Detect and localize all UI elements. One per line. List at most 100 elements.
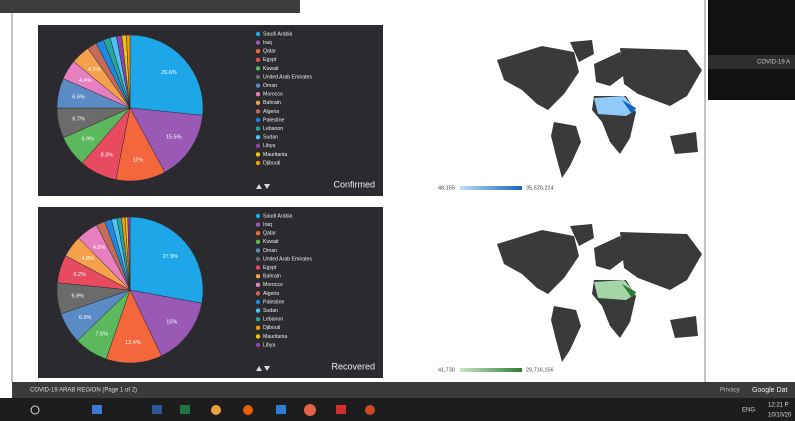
legend-marker <box>256 231 260 235</box>
legend-label: Egypt <box>263 57 277 63</box>
legend-label: United Arab Emirates <box>263 256 312 262</box>
data-label: 4.8% <box>93 245 106 251</box>
legend-label: Palestine <box>263 299 284 305</box>
clock-time[interactable]: 12:21 P <box>768 403 789 409</box>
data-label: 12.4% <box>125 340 141 346</box>
data-label: 15.5% <box>166 135 182 141</box>
app-icon[interactable] <box>180 405 190 414</box>
legend-label: Libya <box>263 342 276 348</box>
legend-marker <box>256 118 260 122</box>
legend-marker <box>256 58 260 62</box>
legend-label: Djibouti <box>263 325 280 331</box>
map-legend-max: 35,520,224 <box>526 185 554 191</box>
data-label: 26.6% <box>161 70 177 76</box>
app-icon[interactable] <box>304 404 316 416</box>
brand: Google Dat <box>752 387 787 394</box>
legend-marker <box>256 161 260 165</box>
legend-marker <box>256 75 260 79</box>
map-legend-max: 29,716,156 <box>526 367 554 373</box>
data-label: 6.9% <box>79 315 92 321</box>
legend-marker <box>256 49 260 53</box>
legend-marker <box>256 257 260 261</box>
map-legend-min: 41,730 <box>438 367 455 373</box>
app-icon[interactable] <box>243 405 253 415</box>
language[interactable]: ENG <box>742 408 755 414</box>
app-icon[interactable] <box>211 405 221 415</box>
legend-label: Djibouti <box>263 160 280 166</box>
legend-label: Saudi Arabia <box>263 31 293 37</box>
legend-marker <box>256 326 260 330</box>
legend-label: Kuwait <box>263 239 279 245</box>
legend-marker <box>256 92 260 96</box>
legend-marker <box>256 126 260 130</box>
app-icon[interactable] <box>92 405 102 414</box>
legend-marker <box>256 135 260 139</box>
legend-label: Oman <box>263 83 277 89</box>
legend-marker <box>256 308 260 312</box>
legend-label: Morocco <box>263 282 283 288</box>
legend-marker <box>256 83 260 87</box>
app-icon[interactable] <box>365 405 375 415</box>
app-icon[interactable] <box>152 405 162 414</box>
legend-label: Iraq <box>263 222 272 228</box>
legend-label: Qatar <box>263 231 276 237</box>
chart-title: Recovered <box>331 361 375 371</box>
data-label: 11% <box>133 157 144 163</box>
legend-marker <box>256 66 260 70</box>
legend-label: Algeria <box>263 109 279 115</box>
data-label: 4.8% <box>82 256 95 262</box>
legend-marker <box>256 152 260 156</box>
side-window <box>708 0 795 100</box>
chart-title: Confirmed <box>333 179 375 189</box>
legend-marker <box>256 144 260 148</box>
legend-label: United Arab Emirates <box>263 74 312 80</box>
legend-marker <box>256 109 260 113</box>
data-label: 6.7% <box>72 116 85 122</box>
legend-marker <box>256 214 260 218</box>
legend-marker <box>256 222 260 226</box>
data-label: 6.2% <box>73 272 86 278</box>
legend-label: Bahrain <box>263 100 281 106</box>
legend-label: Lebanon <box>263 126 283 132</box>
legend-label: Iraq <box>263 40 272 46</box>
legend-label: Oman <box>263 248 277 254</box>
legend-label: Sudan <box>263 308 278 314</box>
legend-marker <box>256 291 260 295</box>
chart: COVID-19 A COVID-19 ARAB REGION (Page 1 … <box>0 0 795 421</box>
top-bar <box>0 0 300 13</box>
data-label: 7.5% <box>95 332 108 338</box>
legend-marker <box>256 300 260 304</box>
data-label: 8.3% <box>101 153 114 159</box>
legend-marker <box>256 343 260 347</box>
privacy-link[interactable]: Privacy <box>720 388 740 394</box>
legend-marker <box>256 283 260 287</box>
legend-label: Saudi Arabia <box>263 213 293 219</box>
data-label: 15% <box>166 319 177 325</box>
legend-label: Palestine <box>263 117 284 123</box>
legend-label: Libya <box>263 143 276 149</box>
data-label: 4.2% <box>88 67 101 73</box>
app-icon[interactable] <box>276 405 286 414</box>
map-legend-min: 48,155 <box>438 185 455 191</box>
app-icon[interactable] <box>336 405 346 414</box>
clock-date[interactable]: 10/10/20 <box>768 413 792 419</box>
legend-marker <box>256 334 260 338</box>
legend-label: Morocco <box>263 92 283 98</box>
data-label: 6.6% <box>72 95 85 101</box>
legend-marker <box>256 101 260 105</box>
data-label: 27.9% <box>163 254 179 260</box>
legend-marker <box>256 265 260 269</box>
legend-marker <box>256 248 260 252</box>
taskbar <box>0 398 795 421</box>
legend-label: Mauritania <box>263 334 287 340</box>
page-label[interactable]: COVID-19 ARAB REGION (Page 1 of 2) <box>30 388 137 394</box>
legend-marker <box>256 240 260 244</box>
legend-marker <box>256 317 260 321</box>
side-window-title: COVID-19 A <box>757 60 790 66</box>
data-label: 6.9% <box>72 294 85 300</box>
map-legend-bar <box>460 368 522 372</box>
legend-label: Algeria <box>263 291 279 297</box>
legend-marker <box>256 40 260 44</box>
legend-label: Qatar <box>263 49 276 55</box>
legend-marker <box>256 274 260 278</box>
